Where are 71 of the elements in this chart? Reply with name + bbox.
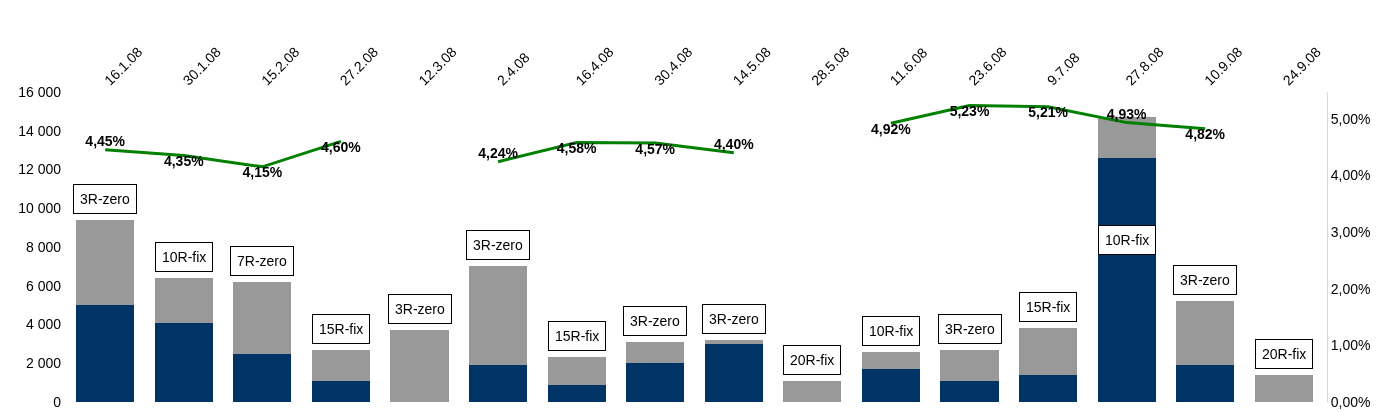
y2-tick-label: 3,00% [1330, 223, 1371, 240]
bar [547, 384, 606, 402]
data-label: 4,35% [163, 152, 205, 169]
bar [233, 281, 292, 354]
annotation: 20R-fix [1262, 346, 1307, 362]
bar [626, 363, 685, 402]
bar [1019, 374, 1078, 402]
annotation: 10R-fix [1105, 232, 1150, 248]
data-label: 4,82% [1185, 126, 1226, 143]
bar [940, 380, 999, 402]
data-label: 4,58% [556, 139, 598, 156]
bar [861, 351, 920, 370]
bar [390, 330, 449, 402]
annotation: 15R-fix [555, 328, 600, 344]
bar [783, 380, 842, 402]
data-label: 4,92% [871, 120, 912, 137]
bar [154, 278, 213, 323]
y-tick-label: 6 000 [25, 277, 62, 294]
bar [1176, 301, 1235, 366]
y-tick-label: 16 000 [18, 83, 62, 100]
bar [940, 349, 999, 381]
bar [704, 340, 763, 344]
bar [469, 266, 528, 366]
data-label: 5,21% [1028, 104, 1069, 121]
annotation: 7R-zero [237, 253, 288, 269]
annotation: 15R-fix [319, 321, 364, 337]
data-label: 4,60% [321, 138, 362, 155]
data-label: 4,45% [85, 133, 126, 150]
bar [311, 349, 370, 381]
bar [76, 305, 135, 402]
data-label: 4,57% [635, 140, 676, 157]
y-tick-label: 10 000 [18, 200, 62, 217]
data-label: 4,24% [478, 145, 519, 162]
y2-tick-label: 5,00% [1330, 110, 1371, 127]
y2-tick-label: 0,00% [1330, 393, 1371, 410]
bar [76, 219, 135, 306]
data-label: 4,15% [242, 164, 283, 181]
bar [1176, 365, 1235, 402]
bar [704, 343, 763, 402]
y-tick-label: 4 000 [25, 316, 62, 333]
bar [861, 369, 920, 402]
annotation: 3R-zero [473, 237, 524, 253]
data-label: 5,23% [949, 103, 990, 120]
bar [547, 357, 606, 385]
annotation: 3R-zero [945, 321, 996, 337]
y2-tick-label: 2,00% [1330, 280, 1371, 297]
y-tick-label: 8 000 [25, 238, 62, 255]
data-label: 4,93% [1106, 106, 1148, 123]
bar [154, 322, 213, 402]
annotation: 15R-fix [1026, 299, 1071, 315]
bar [626, 341, 685, 364]
y2-tick-label: 1,00% [1330, 337, 1371, 354]
y-tick-label: 12 000 [18, 161, 62, 178]
annotation: 3R-zero [630, 313, 681, 329]
annotation: 3R-zero [1180, 272, 1231, 288]
annotation: 3R-zero [709, 311, 760, 327]
annotation: 3R-zero [80, 191, 131, 207]
bar [469, 365, 528, 402]
y-tick-label: 14 000 [18, 122, 62, 139]
data-label: 4,40% [713, 136, 755, 153]
bar [311, 380, 370, 402]
bar [1254, 374, 1313, 402]
y-tick-label: 2 000 [25, 355, 62, 372]
bar [233, 353, 292, 402]
y-tick-label: 0 [53, 393, 62, 410]
y2-tick-label: 4,00% [1330, 167, 1371, 184]
annotation: 20R-fix [790, 352, 835, 368]
bar [1019, 328, 1078, 375]
annotation: 3R-zero [395, 301, 446, 317]
annotation: 10R-fix [869, 323, 914, 339]
annotation: 10R-fix [162, 249, 207, 265]
